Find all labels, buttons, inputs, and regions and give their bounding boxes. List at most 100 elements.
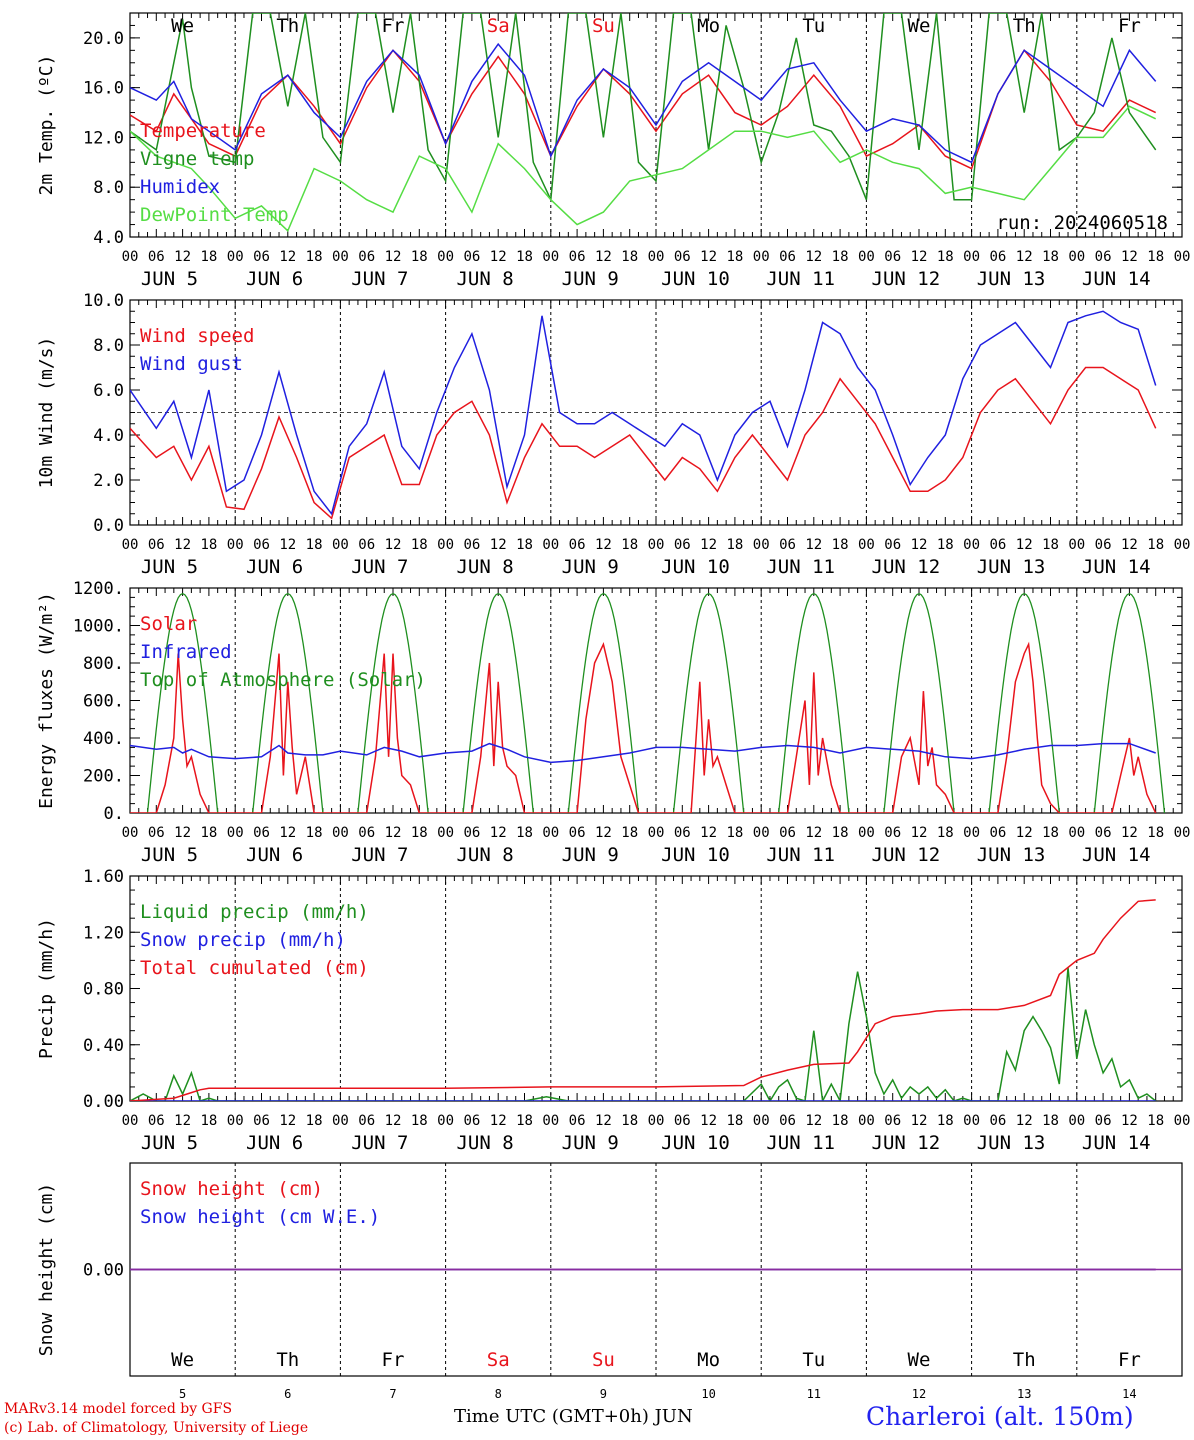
hour-label: 12 [805,249,822,265]
day-number: 14 [1122,1387,1136,1401]
y-tick-label: 0.0 [93,516,124,536]
hour-label: 00 [858,249,875,265]
toa-curve [672,592,745,813]
run-label: run: 2024060518 [996,212,1168,234]
y-tick-label: 20.0 [83,29,124,49]
y-tick-label: 2.0 [93,471,124,491]
hour-label: 18 [1042,825,1059,841]
y-tick-label: 800. [83,654,124,674]
y-tick-label: 16.0 [83,79,124,99]
y-tick-label: 1.20 [83,923,124,943]
hour-label: 18 [726,825,743,841]
hour-label: 12 [1121,1113,1138,1129]
day-name: We [171,1349,194,1371]
hour-label: 00 [542,1113,559,1129]
series-line-total-cumulated-cm [130,899,1156,1101]
hour-label: 00 [858,537,875,553]
hour-label: 00 [542,537,559,553]
series-line-temperature [130,49,1157,170]
y-tick-label: 10.0 [83,291,124,311]
date-label: JUN 13 [977,268,1046,290]
date-label: JUN 11 [766,556,835,578]
day-number: 11 [807,1387,821,1401]
hour-label: 12 [174,1113,191,1129]
date-label: JUN 10 [661,556,730,578]
y-tick-label: 0.80 [83,980,124,1000]
y-tick-label: 0. [104,804,124,824]
hour-label: 18 [621,537,638,553]
hour-label: 18 [516,825,533,841]
y-tick-label: 200. [83,767,124,787]
date-label: JUN 12 [872,556,941,578]
hour-label: 18 [726,537,743,553]
date-label: JUN 8 [456,1132,513,1154]
toa-curve [883,592,955,813]
y-tick-label: 600. [83,692,124,712]
date-label: JUN 7 [351,556,408,578]
legend-entry: Humidex [140,176,220,198]
date-label: JUN 11 [766,1132,835,1154]
hour-label: 12 [805,1113,822,1129]
hour-label: 18 [621,825,638,841]
hour-label: 12 [1016,825,1033,841]
hour-label: 18 [726,249,743,265]
hour-label: 06 [463,1113,480,1129]
day-number: 12 [912,1387,926,1401]
hour-label: 06 [989,825,1006,841]
y-tick-label: 1.60 [83,867,124,887]
hour-label: 12 [174,825,191,841]
date-label: JUN 14 [1082,1132,1151,1154]
series-line-wind-speed [130,366,1157,520]
hour-label: 06 [148,249,165,265]
day-number: 8 [495,1387,502,1401]
hour-label: 06 [358,1113,375,1129]
legend-entry: Top of Atmosphere (Solar) [140,669,426,691]
day-name: Fr [382,15,405,37]
hour-label: 00 [648,537,665,553]
hour-label: 00 [858,825,875,841]
hour-label: 06 [1095,825,1112,841]
day-name: Sa [487,15,510,37]
toa-curve [778,592,850,813]
hour-label: 06 [779,1113,796,1129]
hour-label: 18 [1147,1113,1164,1129]
hour-label: 18 [1147,249,1164,265]
hour-label: 12 [1121,537,1138,553]
hour-label: 12 [700,537,717,553]
day-number: 7 [389,1387,396,1401]
date-label: JUN 5 [141,268,198,290]
hour-label: 00 [963,249,980,265]
y-tick-label: 4.0 [93,426,124,446]
date-label: JUN 13 [977,1132,1046,1154]
hour-label: 00 [332,249,349,265]
hour-label: 12 [490,825,507,841]
date-label: JUN 9 [562,1132,619,1154]
hour-label: 18 [411,249,428,265]
hour-label: 06 [569,249,586,265]
hour-label: 00 [437,249,454,265]
hour-label: 18 [1042,249,1059,265]
hour-label: 18 [306,537,323,553]
date-label: JUN 7 [351,1132,408,1154]
hour-label: 18 [306,249,323,265]
date-label: JUN 9 [562,556,619,578]
hour-label: 18 [621,1113,638,1129]
hour-label: 12 [805,825,822,841]
hour-label: 18 [411,825,428,841]
hour-label: 12 [279,1113,296,1129]
date-label: JUN 9 [562,268,619,290]
hour-label: 00 [753,1113,770,1129]
hour-label: 18 [832,249,849,265]
hour-label: 18 [726,1113,743,1129]
day-number: 13 [1017,1387,1031,1401]
hour-label: 00 [542,249,559,265]
hour-label: 06 [779,825,796,841]
hour-label: 12 [490,537,507,553]
hour-label: 12 [385,1113,402,1129]
hour-label: 00 [332,825,349,841]
chart-panel-2: 0.0 2.0 4.0 6.0 8.0 10.0 10m Wind (m/s) 00 06 12 1… [36,291,1190,578]
hour-label: 12 [279,249,296,265]
hour-label: 06 [674,537,691,553]
hour-label: 12 [490,1113,507,1129]
hour-label: 06 [253,1113,270,1129]
